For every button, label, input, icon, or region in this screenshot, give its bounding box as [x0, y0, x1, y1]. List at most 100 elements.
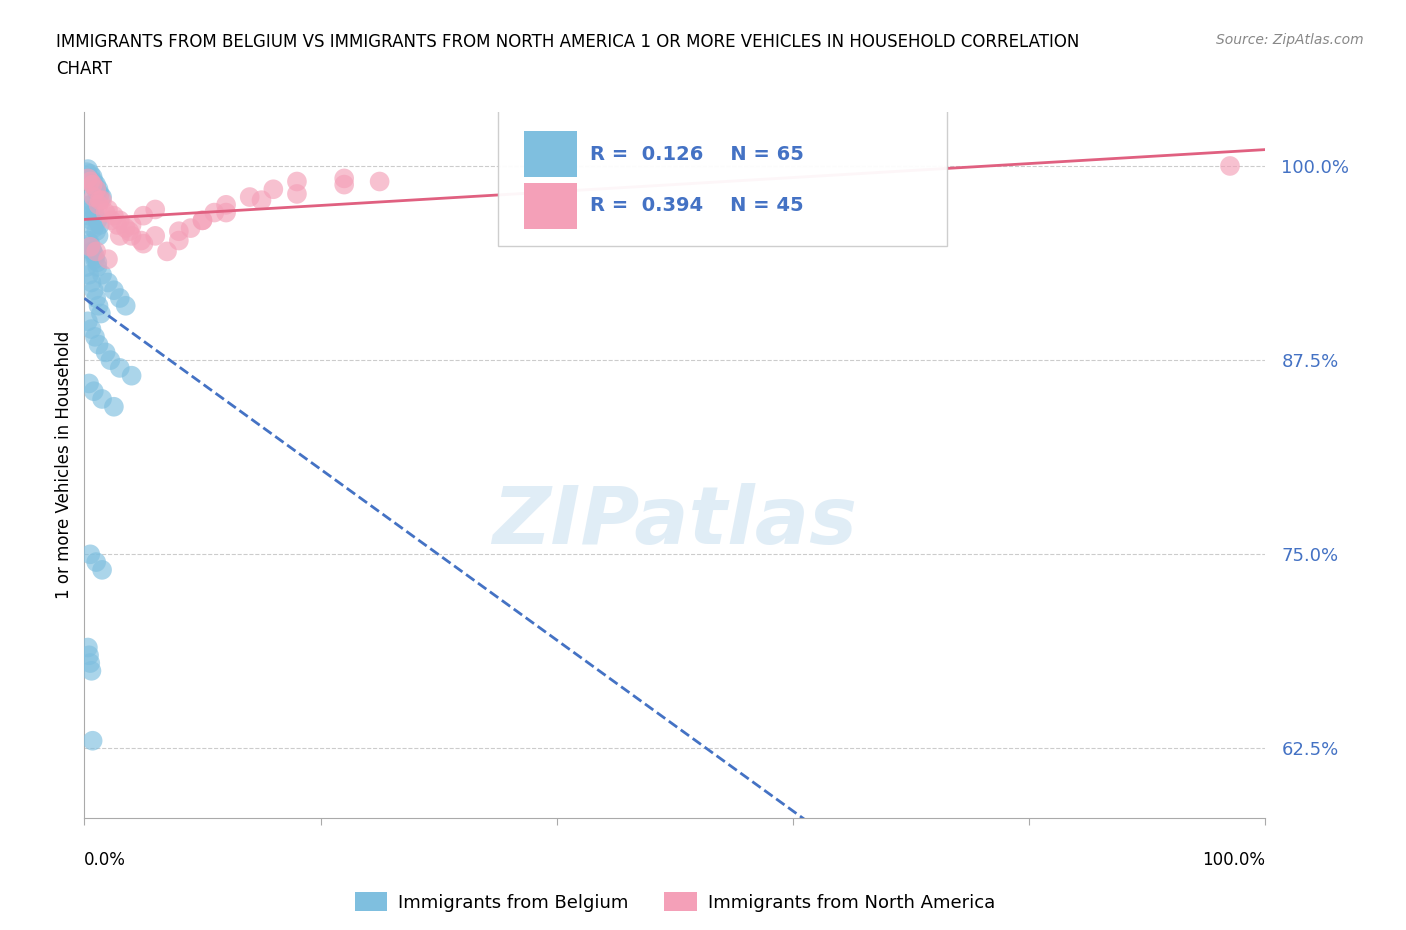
Point: [77, 171, 100, 186]
Point: [77, 640, 100, 655]
Point: [79, 239, 101, 254]
Point: [114, 220, 136, 235]
Point: [108, 229, 131, 244]
Point: [333, 171, 356, 186]
Point: [89, 218, 111, 232]
Bar: [523, 182, 576, 229]
Point: [82, 733, 104, 748]
Legend: Immigrants from Belgium, Immigrants from North America: Immigrants from Belgium, Immigrants from…: [347, 885, 1002, 919]
Point: [98, 352, 121, 367]
Text: 100.0%: 100.0%: [1202, 851, 1265, 869]
Point: [94, 206, 117, 220]
Point: [91, 563, 114, 578]
Point: [84, 554, 107, 569]
Point: [91, 267, 114, 282]
Point: [132, 208, 155, 223]
Point: [83, 283, 105, 298]
Point: [121, 368, 143, 383]
Point: [94, 345, 117, 360]
Point: [368, 174, 391, 189]
Point: [121, 229, 143, 244]
Point: [79, 239, 101, 254]
Point: [239, 190, 262, 205]
Text: IMMIGRANTS FROM BELGIUM VS IMMIGRANTS FROM NORTH AMERICA 1 OR MORE VEHICLES IN H: IMMIGRANTS FROM BELGIUM VS IMMIGRANTS FR…: [56, 33, 1080, 50]
Point: [202, 206, 225, 220]
Point: [79, 166, 101, 181]
Text: Source: ZipAtlas.com: Source: ZipAtlas.com: [1216, 33, 1364, 46]
Point: [82, 244, 104, 259]
Point: [84, 224, 107, 239]
Point: [121, 218, 143, 232]
Point: [215, 197, 238, 212]
Point: [87, 182, 110, 197]
Point: [77, 193, 100, 207]
Point: [77, 376, 100, 391]
Point: [100, 213, 122, 228]
Point: [97, 202, 120, 217]
Point: [91, 190, 114, 205]
Point: [84, 182, 107, 197]
Point: [132, 236, 155, 251]
Point: [1219, 158, 1241, 173]
Point: [89, 193, 111, 207]
Point: [83, 174, 105, 189]
Point: [114, 299, 136, 313]
Text: CHART: CHART: [56, 60, 112, 78]
Point: [191, 213, 214, 228]
Text: R =  0.126    N = 65: R = 0.126 N = 65: [591, 144, 804, 164]
Point: [80, 213, 103, 228]
Point: [156, 244, 179, 259]
Point: [215, 206, 238, 220]
Point: [87, 338, 110, 352]
Point: [87, 299, 110, 313]
Point: [77, 208, 100, 223]
FancyBboxPatch shape: [498, 108, 946, 246]
Point: [84, 252, 107, 267]
Point: [108, 213, 131, 228]
Point: [87, 197, 110, 212]
Point: [79, 236, 101, 251]
Point: [129, 233, 152, 248]
Point: [79, 656, 101, 671]
Point: [285, 187, 308, 202]
Point: [86, 185, 108, 200]
Point: [80, 176, 103, 191]
Point: [80, 322, 103, 337]
Point: [167, 224, 190, 239]
Point: [333, 178, 356, 193]
Point: [91, 193, 114, 207]
Point: [77, 648, 100, 663]
Point: [77, 162, 100, 177]
Point: [77, 313, 100, 328]
Point: [86, 259, 108, 274]
Text: ZIPatlas: ZIPatlas: [492, 483, 858, 561]
Point: [86, 213, 108, 228]
Point: [107, 218, 129, 232]
Point: [97, 252, 120, 267]
Point: [180, 220, 202, 235]
Point: [79, 197, 101, 212]
Point: [97, 275, 120, 290]
Point: [76, 165, 98, 179]
Point: [84, 178, 107, 193]
Point: [103, 399, 125, 414]
Point: [285, 174, 308, 189]
Point: [83, 220, 105, 235]
Point: [83, 190, 105, 205]
Point: [79, 547, 101, 562]
Point: [77, 171, 100, 186]
Point: [82, 169, 104, 184]
Point: [82, 178, 104, 193]
Point: [250, 193, 273, 207]
Point: [103, 283, 125, 298]
Point: [87, 229, 110, 244]
Point: [82, 202, 104, 217]
Point: [80, 663, 103, 678]
Point: [167, 233, 190, 248]
Point: [80, 275, 103, 290]
Point: [90, 306, 112, 321]
Text: 0.0%: 0.0%: [84, 851, 127, 869]
Point: [82, 244, 104, 259]
Point: [84, 244, 107, 259]
Point: [191, 213, 214, 228]
